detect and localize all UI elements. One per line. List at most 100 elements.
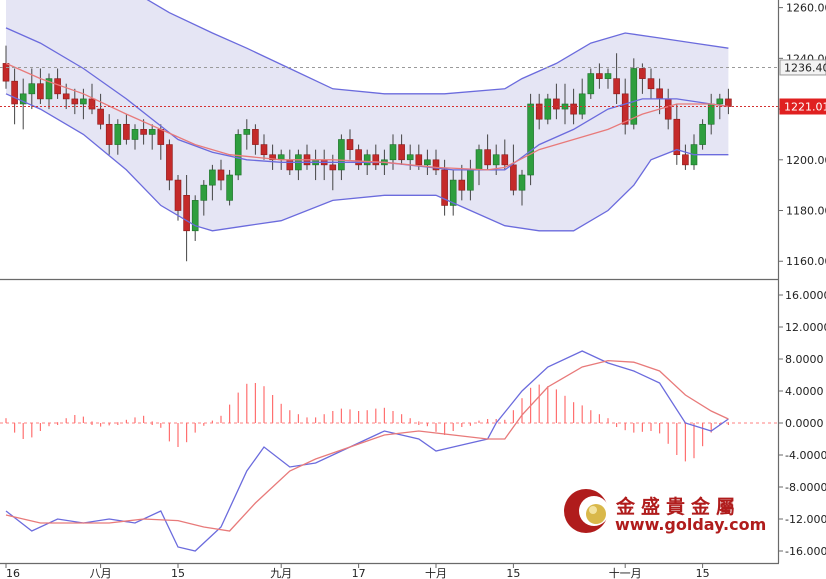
candle-down [62,93,70,100]
bollinger-upper-line [146,0,729,95]
candle-down [535,103,543,120]
oscillator-tick-label: 8.0000 [785,353,824,366]
oscillator-tick-label: 12.0000 [785,321,826,334]
candle-up [131,129,139,140]
time-tick-label: 八月 [90,567,112,579]
time-tick-label: 15 [696,567,710,579]
price-tag-box [779,98,826,115]
candle-down [97,108,104,125]
candle-down [398,144,405,161]
candle-down [54,78,61,95]
chart-frame [0,0,780,565]
candle-down [2,63,10,82]
candle-down [432,159,440,171]
candle-up [19,93,27,105]
candle-up [28,83,36,95]
oscillator-tick-label: 4.0000 [785,385,824,398]
candle-down [355,149,362,166]
candle-down [269,154,276,161]
candle-down [174,179,182,211]
candle-down [664,98,672,120]
candle-down [166,144,173,181]
candle-down [553,98,560,110]
candle-down [415,154,423,166]
candle-down [673,118,681,156]
candle-up [148,129,156,135]
logo-chinese-name: 金盛貴金屬 [615,495,741,518]
price-tag-box [779,59,826,76]
candle-up [707,103,715,125]
candle-up [467,169,474,191]
golday-logo: 金盛貴金屬 www.golday.com [564,489,766,534]
price-panel [0,0,778,262]
candle-down [656,88,663,100]
candle-up [389,144,397,161]
candle-down [510,164,517,191]
candle-down [570,103,577,115]
candle-down [37,83,44,100]
candle-down [458,179,466,191]
candle-down [441,169,448,206]
candle-up [449,179,457,206]
candle-down [647,78,655,90]
candle-up [527,103,534,176]
oscillator-panel [0,350,778,552]
candle-down [286,159,294,171]
candle-up [191,200,199,232]
candle-down [157,129,165,145]
logo-emblem-icon [564,489,609,533]
candle-up [475,149,483,171]
candle-up [424,159,431,166]
candle-down [346,139,354,150]
candle-down [596,73,603,79]
oscillator-line-signal [5,359,729,532]
histogram [5,383,730,462]
candle-down [71,98,79,105]
bollinger-middle-line [5,27,729,171]
candle-down [260,144,268,156]
logo-url: www.golday.com [615,515,766,534]
bollinger-lower-line [5,93,729,232]
candle-down [183,195,190,232]
candle-down [621,93,629,125]
candle-up [45,78,53,100]
candle-up [338,139,345,171]
candle-down [484,149,491,166]
time-tick-label: 16 [6,567,20,579]
candle-up [518,174,526,191]
price-tick-label: 1260.00 [786,2,826,15]
candle-down [123,123,130,140]
candle-up [200,184,208,201]
candle-up [492,154,500,166]
price-tag-label: 1236.40 [784,61,826,74]
candle-up [226,174,233,201]
price-tick-label: 1200.00 [786,154,826,167]
candle-up [578,93,586,115]
candle-up [630,68,638,125]
price-tags: 1236.40 1221.01 [779,59,826,115]
candle-down [372,154,380,166]
oscillator-tick-label: -4.0000 [785,449,826,462]
candle-down [501,154,509,166]
time-axis: 16 八月 15 九月 17 十月 15 十一月 15 [5,563,710,579]
time-tick-label: 九月 [270,567,292,579]
oscillator-tick-label: -12.0000 [785,513,826,526]
candle-down [140,129,147,135]
price-tick-label: 1180.00 [786,205,826,218]
candle-up [363,154,371,166]
candle-up [209,169,216,186]
candle-down [613,78,620,95]
candle-up [604,73,612,79]
candle-up [699,123,706,145]
candle-down [11,80,18,105]
candle-down [252,129,259,145]
candle-up [716,98,724,105]
candle-up [114,123,122,145]
oscillator-tick-label: -16.0000 [785,545,826,558]
candle-down [329,164,337,171]
price-tick-label: 1160.00 [786,255,826,268]
oscillator-tick-label: 16.0000 [785,289,826,302]
candle-down [217,169,225,181]
oscillator-tick-label: -8.0000 [785,481,826,494]
